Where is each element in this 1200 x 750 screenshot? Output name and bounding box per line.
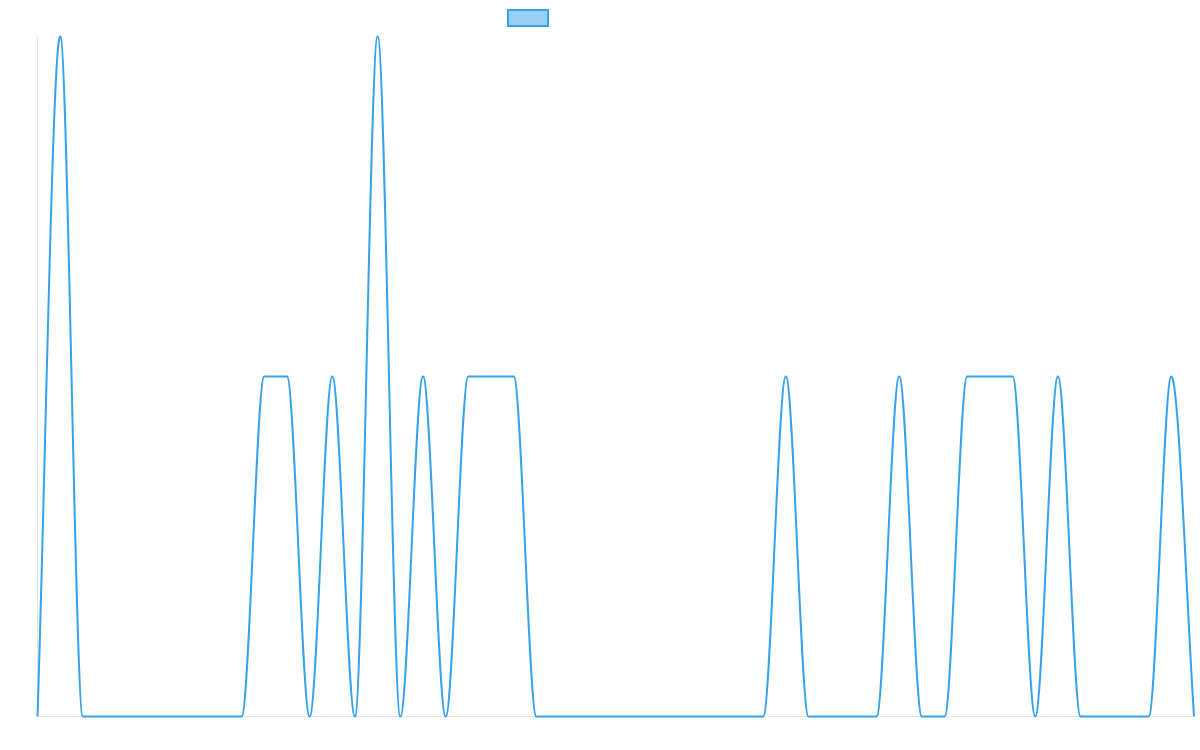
data-point[interactable] <box>420 374 426 380</box>
data-point[interactable] <box>601 714 607 720</box>
data-point[interactable] <box>352 714 358 720</box>
data-point[interactable] <box>715 714 721 720</box>
data-point[interactable] <box>307 714 313 720</box>
data-point[interactable] <box>533 714 539 720</box>
data-point[interactable] <box>1191 714 1197 720</box>
data-point[interactable] <box>624 714 630 720</box>
data-point[interactable] <box>375 34 381 40</box>
data-point[interactable] <box>964 374 970 380</box>
series-line <box>36 35 1195 718</box>
data-point[interactable] <box>1100 714 1106 720</box>
data-point[interactable] <box>987 374 993 380</box>
data-point[interactable] <box>511 374 517 380</box>
data-point[interactable] <box>148 714 154 720</box>
data-point[interactable] <box>35 714 41 720</box>
data-point[interactable] <box>692 714 698 720</box>
data-point[interactable] <box>669 714 675 720</box>
data-point[interactable] <box>806 714 812 720</box>
data-point[interactable] <box>261 374 267 380</box>
data-point[interactable] <box>171 714 177 720</box>
data-point[interactable] <box>556 714 562 720</box>
data-point[interactable] <box>1010 374 1016 380</box>
data-point[interactable] <box>783 374 789 380</box>
data-point[interactable] <box>125 714 131 720</box>
data-point[interactable] <box>1078 714 1084 720</box>
data-point[interactable] <box>737 714 743 720</box>
data-point[interactable] <box>1146 714 1152 720</box>
data-point[interactable] <box>1032 714 1038 720</box>
data-point[interactable] <box>216 714 222 720</box>
data-point[interactable] <box>896 374 902 380</box>
data-point[interactable] <box>1055 374 1061 380</box>
data-point[interactable] <box>329 374 335 380</box>
data-point[interactable] <box>919 714 925 720</box>
data-point[interactable] <box>874 714 880 720</box>
data-point[interactable] <box>851 714 857 720</box>
data-point[interactable] <box>488 374 494 380</box>
data-point[interactable] <box>57 34 63 40</box>
data-point[interactable] <box>942 714 948 720</box>
legend-swatch[interactable] <box>507 9 549 27</box>
data-point[interactable] <box>80 714 86 720</box>
data-point[interactable] <box>579 714 585 720</box>
data-point[interactable] <box>647 714 653 720</box>
data-point[interactable] <box>1123 714 1129 720</box>
data-point[interactable] <box>103 714 109 720</box>
data-point[interactable] <box>465 374 471 380</box>
data-point[interactable] <box>828 714 834 720</box>
data-point[interactable] <box>239 714 245 720</box>
data-point[interactable] <box>1168 374 1174 380</box>
data-point[interactable] <box>193 714 199 720</box>
chart-series <box>35 34 1197 720</box>
legend[interactable] <box>507 9 549 27</box>
data-point[interactable] <box>443 714 449 720</box>
chart-axes <box>37 36 1194 717</box>
data-point[interactable] <box>397 714 403 720</box>
data-point[interactable] <box>284 374 290 380</box>
data-point[interactable] <box>760 714 766 720</box>
